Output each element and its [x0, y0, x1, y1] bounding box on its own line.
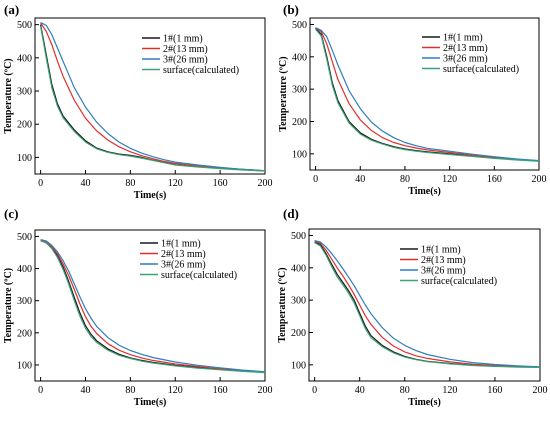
- legend-label: 3#(26 mm): [163, 55, 208, 66]
- y-axis-title: Temperature (ºC): [277, 267, 288, 342]
- x-tick-label: 120: [442, 385, 457, 396]
- x-tick-label: 200: [258, 385, 273, 396]
- legend-label: 3#(26 mm): [421, 266, 466, 277]
- series-line-1: [40, 239, 266, 373]
- chart-panel-1: (a) 0 40 80 120 160 200 100 200 300 400 500 Time(s) T…: [3, 2, 273, 201]
- x-tick-label: 160: [213, 178, 228, 189]
- y-tick-label: 100: [291, 360, 306, 371]
- x-tick-label: 40: [80, 385, 90, 396]
- y-tick-label: 200: [291, 328, 306, 339]
- panel-label: (d): [283, 206, 299, 221]
- series-line-2: [40, 239, 266, 373]
- x-tick-label: 0: [313, 174, 318, 185]
- y-tick-label: 500: [17, 232, 32, 243]
- y-tick-label: 400: [17, 264, 32, 275]
- series-line-3: [314, 240, 541, 368]
- y-tick-label: 400: [292, 52, 307, 63]
- x-tick-label: 120: [442, 174, 457, 185]
- legend-label: 1#(1 mm): [161, 239, 201, 250]
- x-tick-label: 40: [80, 178, 90, 189]
- legend-label: surface(calculated): [161, 270, 237, 281]
- x-tick-label: 120: [168, 178, 183, 189]
- plot-frame: [308, 228, 541, 382]
- chart-panel-4: (d) 0 40 80 120 160 200 100 200 300 400 500 Time(s) T…: [277, 206, 548, 408]
- series-line-2: [314, 240, 541, 368]
- y-tick-label: 200: [17, 328, 32, 339]
- legend-label: surface(calculated): [163, 65, 239, 76]
- x-axis-title: Time(s): [134, 397, 167, 408]
- y-tick-label: 100: [17, 360, 32, 371]
- x-tick-label: 80: [400, 174, 410, 185]
- x-tick-label: 200: [532, 174, 547, 185]
- y-tick-label: 400: [291, 263, 306, 274]
- plot-frame: [34, 17, 266, 175]
- legend-label: 1#(1 mm): [163, 34, 203, 45]
- x-tick-label: 160: [487, 385, 502, 396]
- series-line-3: [315, 27, 540, 162]
- legend-label: 2#(13 mm): [421, 255, 466, 266]
- x-axis-title: Time(s): [134, 190, 167, 201]
- y-tick-label: 500: [17, 20, 32, 31]
- series-line-4: [40, 26, 266, 172]
- x-tick-label: 0: [38, 178, 43, 189]
- y-tick-label: 300: [17, 296, 32, 307]
- x-tick-label: 0: [38, 385, 43, 396]
- x-tick-label: 160: [213, 385, 228, 396]
- x-tick-label: 80: [125, 178, 135, 189]
- x-tick-label: 40: [355, 385, 365, 396]
- legend-label: 1#(1 mm): [421, 245, 461, 256]
- panel-label: (b): [283, 2, 299, 17]
- panel-label: (a): [4, 2, 19, 17]
- plot-frame: [309, 17, 540, 171]
- x-tick-label: 80: [400, 385, 410, 396]
- y-axis-title: Temperature (ºC): [278, 56, 289, 131]
- legend-label: 3#(26 mm): [443, 54, 488, 65]
- y-tick-label: 200: [292, 117, 307, 128]
- y-tick-label: 200: [17, 120, 32, 131]
- y-tick-label: 100: [292, 149, 307, 160]
- series-line-4: [315, 28, 540, 162]
- x-tick-label: 200: [533, 385, 548, 396]
- y-tick-label: 100: [17, 153, 32, 164]
- chart-panel-2: (b) 0 40 80 120 160 200 100 200 300 400 500 Time(s) T…: [278, 2, 547, 197]
- series-line-2: [40, 22, 266, 172]
- y-tick-label: 400: [17, 53, 32, 64]
- series-line-3: [40, 239, 266, 373]
- x-tick-label: 160: [487, 174, 502, 185]
- x-axis-title: Time(s): [408, 397, 441, 408]
- legend-label: 2#(13 mm): [161, 249, 206, 260]
- x-tick-label: 200: [258, 178, 273, 189]
- x-axis-title: Time(s): [408, 186, 441, 197]
- y-axis-title: Temperature (ºC): [3, 268, 14, 343]
- x-tick-label: 80: [125, 385, 135, 396]
- y-tick-label: 500: [291, 231, 306, 242]
- series-line-2: [315, 27, 540, 162]
- series-line-3: [40, 22, 266, 172]
- legend-label: 2#(13 mm): [443, 43, 488, 54]
- legend-label: 3#(26 mm): [161, 260, 206, 271]
- series-line-4: [40, 240, 266, 374]
- legend-label: surface(calculated): [421, 276, 497, 287]
- y-tick-label: 300: [291, 296, 306, 307]
- plot-frame: [34, 229, 266, 382]
- series-line-1: [40, 24, 266, 172]
- x-tick-label: 40: [355, 174, 365, 185]
- x-tick-label: 120: [168, 385, 183, 396]
- legend-label: 1#(1 mm): [443, 33, 483, 44]
- y-axis-title: Temperature (ºC): [3, 58, 14, 133]
- y-tick-label: 300: [292, 85, 307, 96]
- legend-label: surface(calculated): [443, 64, 519, 75]
- y-tick-label: 500: [292, 20, 307, 31]
- panel-label: (c): [4, 206, 18, 221]
- y-tick-label: 300: [17, 87, 32, 98]
- series-line-4: [314, 242, 541, 368]
- legend-label: 2#(13 mm): [163, 44, 208, 55]
- x-tick-label: 0: [312, 385, 317, 396]
- chart-panel-3: (c) 0 40 80 120 160 200 100 200 300 400 500 Time(s) T…: [3, 206, 273, 408]
